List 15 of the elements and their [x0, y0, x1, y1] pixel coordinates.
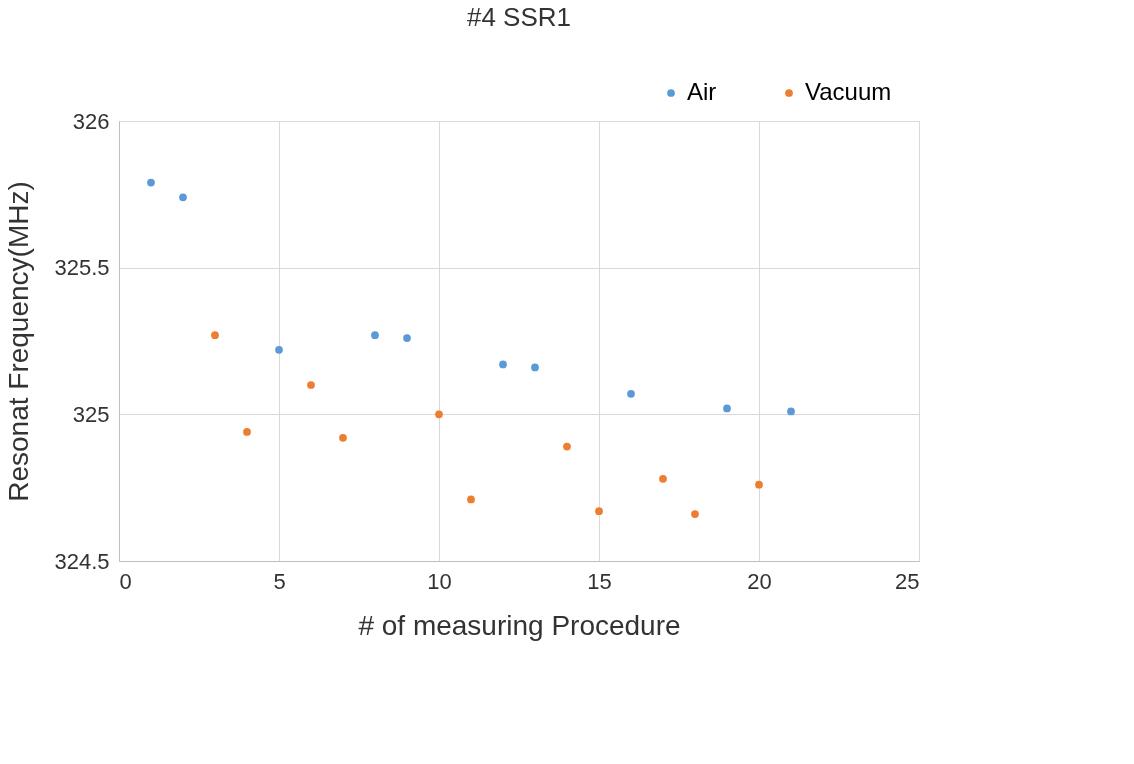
x-tick-label: 15: [587, 568, 612, 594]
x-tick-label: 0: [119, 568, 132, 594]
x-tick-label: 20: [747, 568, 772, 594]
x-tick-label: 5: [273, 568, 286, 594]
y-tick-label: 325.5: [54, 255, 110, 281]
x-tick-label: 25: [895, 568, 920, 594]
chart-title: #4 SSR1: [466, 2, 572, 32]
x-tick-label: 10: [427, 568, 452, 594]
y-axis-title: Resonat Frequency(MHz): [3, 181, 35, 502]
y-tick-label: 324.5: [54, 548, 110, 574]
y-tick-label: 326: [72, 108, 110, 134]
legend-label: Air: [687, 78, 717, 105]
y-tick-label: 325: [72, 401, 110, 427]
x-axis-title: # of measuring Procedure: [358, 609, 681, 641]
legend-label: Vacuum: [805, 78, 892, 105]
